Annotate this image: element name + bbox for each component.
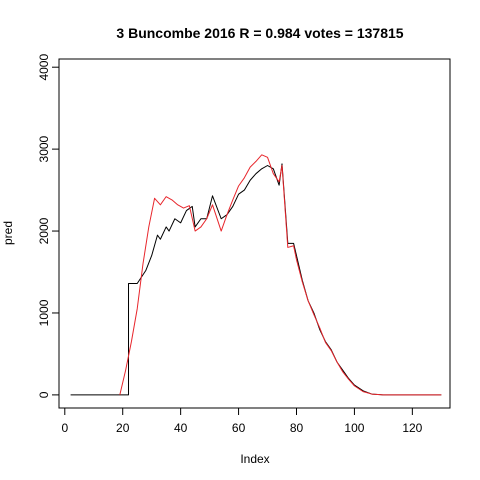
x-tick-label: 20 [116, 421, 130, 435]
x-tick-label: 120 [402, 421, 422, 435]
y-tick-label: 0 [37, 391, 51, 398]
chart-title: 3 Buncombe 2016 R = 0.984 votes = 137815 [116, 25, 403, 41]
y-tick-label: 2000 [37, 217, 51, 244]
y-axis: 0 1000 2000 3000 4000 [37, 54, 60, 398]
x-tick-label: 0 [61, 421, 68, 435]
plot-frame [58, 58, 451, 409]
y-tick-label: 4000 [37, 54, 51, 81]
series-line-1 [70, 163, 442, 396]
y-tick-label: 1000 [37, 299, 51, 326]
x-axis: 0 20 40 60 80 100 120 [61, 407, 423, 435]
x-tick-label: 60 [232, 421, 246, 435]
y-axis-label: pred [1, 221, 15, 245]
series-line-2 [119, 154, 442, 396]
x-axis-label: Index [240, 452, 269, 466]
y-tick-label: 3000 [37, 135, 51, 162]
x-tick-label: 40 [174, 421, 188, 435]
series-layer [70, 154, 442, 396]
x-tick-label: 80 [290, 421, 304, 435]
x-tick-label: 100 [344, 421, 364, 435]
